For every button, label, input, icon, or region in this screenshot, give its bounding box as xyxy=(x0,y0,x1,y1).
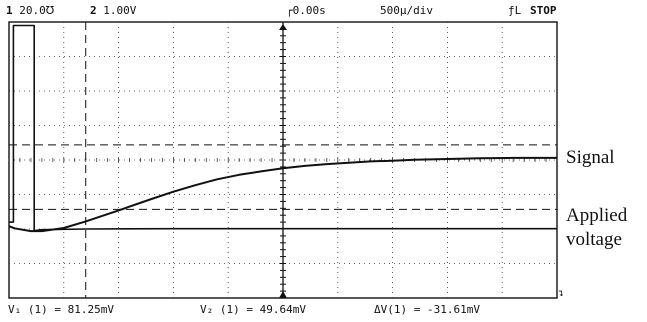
trace-layer xyxy=(8,24,557,233)
trigger-marker-top xyxy=(279,24,287,30)
ch1-scale: 20.0℧ xyxy=(19,4,55,17)
status-text: STOP xyxy=(530,4,557,17)
ch2-number: 2 xyxy=(90,4,97,17)
cursor-v1-readout: V₁ (1) = 81.25mV xyxy=(8,303,114,316)
applied-voltage-label: Applied voltage xyxy=(566,205,628,250)
screen-markers: ↴ xyxy=(279,24,564,299)
trace-signal xyxy=(8,156,557,233)
measurement-cursors xyxy=(9,22,557,298)
ch1-number: 1 xyxy=(6,4,13,17)
ch2-scale: 1.00V xyxy=(103,4,137,17)
ch2-indicator: 2 1.00V xyxy=(90,4,136,17)
signal-label: Signal xyxy=(566,147,615,168)
delay-value: 0.00s xyxy=(292,4,326,17)
trace-applied-voltage xyxy=(9,24,557,232)
trigger-point-icon: ┌ xyxy=(286,4,293,17)
graticule-grid xyxy=(8,21,558,299)
cursor-v2-readout: V₂ (1) = 49.64mV xyxy=(200,303,306,316)
ground-reference-icon: ↴ xyxy=(558,288,564,299)
acquisition-status: STOP xyxy=(530,4,557,17)
trigger-mode: ƒL xyxy=(508,4,522,17)
ch1-indicator: 1 20.0℧ xyxy=(6,4,54,17)
delay-readout: ┌0.00s xyxy=(286,4,326,17)
trigger-marker-bottom xyxy=(279,291,287,298)
cursor-delta-readout: ΔV(1) = -31.61mV xyxy=(374,303,480,316)
timebase-readout: 500µ/div xyxy=(380,4,433,17)
